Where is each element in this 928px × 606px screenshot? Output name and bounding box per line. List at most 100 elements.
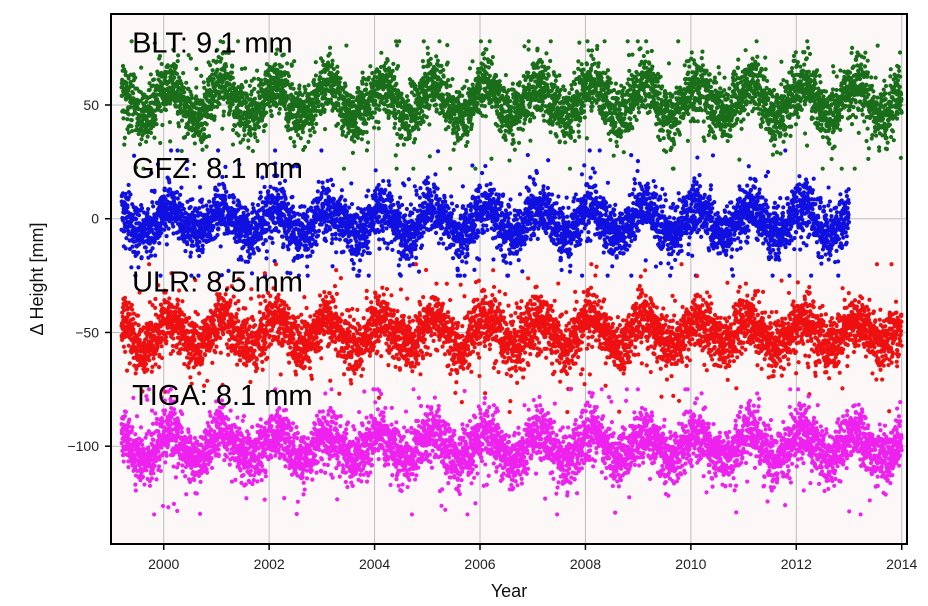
data-point [745,112,751,117]
data-point [306,83,311,88]
data-point [829,156,834,162]
data-point [248,133,253,138]
data-point [820,166,825,171]
data-point [615,96,620,101]
data-point [147,87,152,93]
data-point [548,39,553,44]
data-point [481,50,486,56]
data-point [832,144,837,149]
data-point [242,66,248,71]
data-point [462,84,467,89]
data-point [806,45,811,50]
data-point [261,128,266,134]
data-point [512,147,517,152]
data-point [220,126,225,131]
data-point [716,65,721,70]
data-point [126,112,132,117]
data-point [267,104,273,109]
data-point [823,89,829,94]
data-point [783,125,788,130]
data-point [677,120,682,125]
data-point [735,116,740,122]
data-point [558,124,563,129]
data-point [666,103,671,108]
data-point [225,100,231,105]
data-point [390,68,395,73]
data-point [548,58,553,64]
data-point [285,124,291,129]
data-point [596,61,601,66]
data-point [834,87,839,93]
data-point [591,56,596,62]
data-point [446,125,451,130]
data-point [174,71,180,76]
data-point [766,96,771,101]
data-point [137,142,143,147]
data-point [743,48,748,53]
data-point [810,116,815,121]
data-point [121,116,126,121]
data-point [227,87,233,93]
data-point [264,110,269,115]
data-point [171,86,176,91]
data-point [397,39,402,44]
data-point [122,109,127,115]
data-point [139,65,144,70]
data-point [446,77,451,83]
data-point [340,129,346,134]
data-point [433,102,439,107]
data-point [569,86,574,92]
data-point [467,66,473,71]
data-point [796,115,801,120]
data-point [789,124,794,129]
data-point [535,46,540,51]
data-point [211,104,217,109]
data-point [437,39,442,44]
data-point [445,43,450,48]
data-point [739,126,744,131]
data-point [385,58,390,63]
data-point [582,109,587,114]
data-point [497,79,502,84]
data-point [182,89,187,95]
data-point [528,138,533,143]
data-point [641,53,646,59]
data-point [510,132,515,137]
data-point [151,83,156,88]
data-point [372,110,377,115]
data-point [434,107,439,112]
data-point [627,68,632,73]
data-point [343,83,348,88]
data-point [421,39,426,44]
data-point [475,101,480,106]
data-point [411,166,416,171]
data-point [392,121,398,126]
data-point [546,73,551,78]
data-point [144,99,149,104]
data-point [399,91,404,96]
data-point [781,139,786,144]
data-point [557,73,562,78]
data-point [725,92,731,98]
data-point [286,73,292,79]
data-point [273,62,278,67]
data-point [360,70,365,75]
data-point [393,153,398,158]
data-point [313,60,318,65]
data-point [686,111,691,117]
data-point [638,46,643,51]
data-point [194,85,199,90]
data-point [421,64,426,69]
data-point [495,104,500,109]
data-point [643,59,648,64]
data-point [386,113,391,118]
data-point [602,105,607,110]
data-point [314,121,319,126]
data-point [572,138,577,144]
data-point [508,109,514,114]
data-point [526,70,531,75]
data-point [553,78,558,83]
data-point [486,65,491,70]
data-point [289,81,295,87]
data-point [152,41,157,46]
